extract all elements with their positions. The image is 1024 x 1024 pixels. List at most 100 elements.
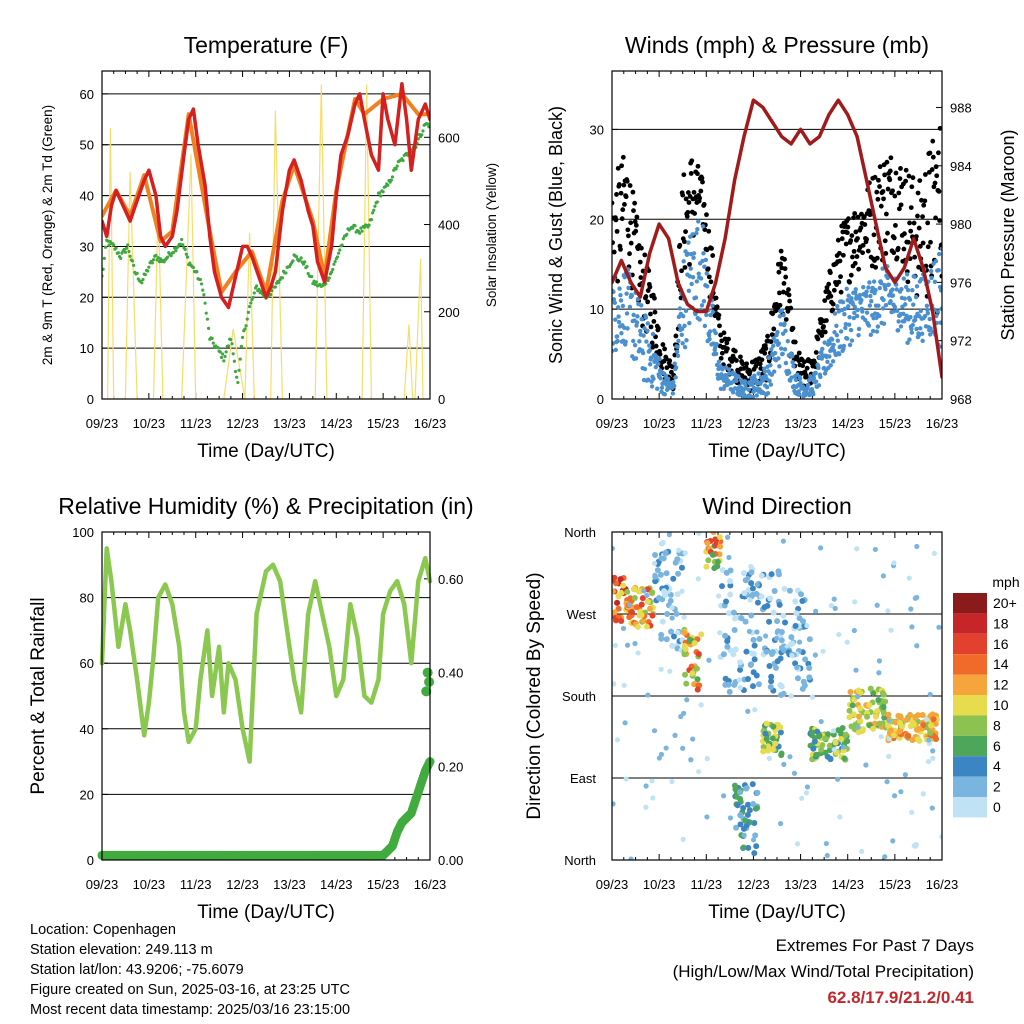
y2-tick-label: 976 <box>950 275 972 290</box>
wind-point <box>699 303 705 308</box>
direction-point <box>750 800 757 807</box>
direction-point <box>753 672 760 679</box>
gust-point <box>781 281 787 286</box>
direction-point <box>778 752 785 759</box>
direction-point <box>751 819 758 826</box>
direction-point <box>640 617 647 624</box>
dewpoint-point <box>123 250 128 254</box>
direction-point <box>754 629 760 635</box>
wind-point <box>618 293 623 298</box>
wind-point <box>830 359 836 364</box>
speed-legend: mph 20+ 18 16 14 12 10 8 6 4 2 0 <box>953 574 1020 818</box>
gust-point <box>620 154 626 160</box>
gust-point <box>616 182 622 187</box>
direction-point <box>628 856 634 860</box>
gust-point <box>642 252 648 258</box>
wind-point <box>914 284 920 289</box>
wind-point <box>612 300 618 305</box>
y-axis-label: Direction (Colored By Speed) <box>524 572 545 819</box>
direction-point <box>898 789 904 795</box>
gust-point <box>790 325 796 331</box>
wind-point <box>822 340 827 345</box>
direction-point <box>709 551 716 558</box>
gust-point <box>612 240 615 246</box>
gust-point <box>710 253 716 258</box>
dewpoint-point <box>216 346 220 350</box>
direction-point <box>927 691 933 698</box>
y2-axis-label: Station Pressure (Maroon) <box>998 129 1018 340</box>
wind-point <box>881 321 887 326</box>
wind-point <box>670 391 676 396</box>
wind-point <box>640 350 646 356</box>
x-tick-label: 16/23 <box>926 877 959 892</box>
direction-point <box>737 812 744 819</box>
direction-point <box>750 837 757 843</box>
direction-point <box>763 633 769 639</box>
dewpoint-point <box>112 243 116 247</box>
direction-point <box>830 731 837 738</box>
direction-point <box>754 582 760 588</box>
direction-point <box>801 682 808 689</box>
wind-point <box>852 310 857 316</box>
direction-point <box>644 598 651 605</box>
direction-point <box>679 588 685 594</box>
direction-point <box>747 597 753 603</box>
wind-point <box>632 343 638 348</box>
panel-winds: Winds (mph) & Pressure (mb) Time (Day/UTC… <box>546 32 1018 462</box>
gust-point <box>864 236 869 242</box>
direction-point <box>749 683 756 690</box>
dewpoint-point <box>369 218 374 222</box>
direction-point <box>806 674 813 681</box>
y-tick-label: 20 <box>80 787 94 802</box>
direction-point <box>752 832 759 839</box>
wind-point <box>647 362 653 367</box>
gust-point <box>898 202 904 208</box>
direction-point <box>758 593 765 600</box>
direction-point <box>649 778 655 784</box>
legend-label: 18 <box>993 615 1009 631</box>
dewpoint-point <box>337 251 341 255</box>
gust-point <box>917 178 923 184</box>
dewpoint-point <box>326 278 330 283</box>
wind-point <box>869 298 874 304</box>
y-tick-label: 20 <box>80 290 94 305</box>
gust-point <box>698 188 704 194</box>
wind-point <box>866 323 872 328</box>
dewpoint-point <box>389 178 393 182</box>
dewpoint-point <box>255 284 259 288</box>
direction-point <box>681 651 688 658</box>
gust-point <box>873 264 879 270</box>
dewpoint-point <box>421 129 425 133</box>
gust-point <box>847 279 852 285</box>
x-tick-label: 14/23 <box>320 416 353 431</box>
y-tick-label: 80 <box>80 591 94 606</box>
dewpoint-point <box>381 190 385 194</box>
direction-point <box>881 714 888 721</box>
wind-point <box>641 333 646 338</box>
wind-point <box>777 314 783 319</box>
plot-border <box>101 70 431 400</box>
direction-point <box>727 582 734 589</box>
wind-point <box>901 311 906 317</box>
direction-point <box>902 772 908 778</box>
direction-point <box>631 585 638 592</box>
dewpoint-point <box>341 237 345 241</box>
gust-point <box>878 203 884 209</box>
wind-point <box>771 343 776 349</box>
direction-point <box>857 705 864 712</box>
direction-point <box>912 714 919 721</box>
direction-point <box>886 753 892 760</box>
dewpoint-point <box>210 336 214 340</box>
gust-point <box>667 358 673 364</box>
legend-label: 10 <box>993 697 1009 713</box>
dewpoint-point <box>195 270 199 274</box>
gust-point <box>634 214 640 220</box>
direction-point <box>819 742 826 749</box>
gust-point <box>927 150 933 156</box>
wind-point <box>780 351 785 357</box>
direction-point <box>753 805 760 812</box>
direction-point <box>674 591 681 598</box>
dewpoint-point <box>218 350 222 354</box>
direction-point <box>644 592 650 599</box>
wind-point <box>846 322 852 327</box>
